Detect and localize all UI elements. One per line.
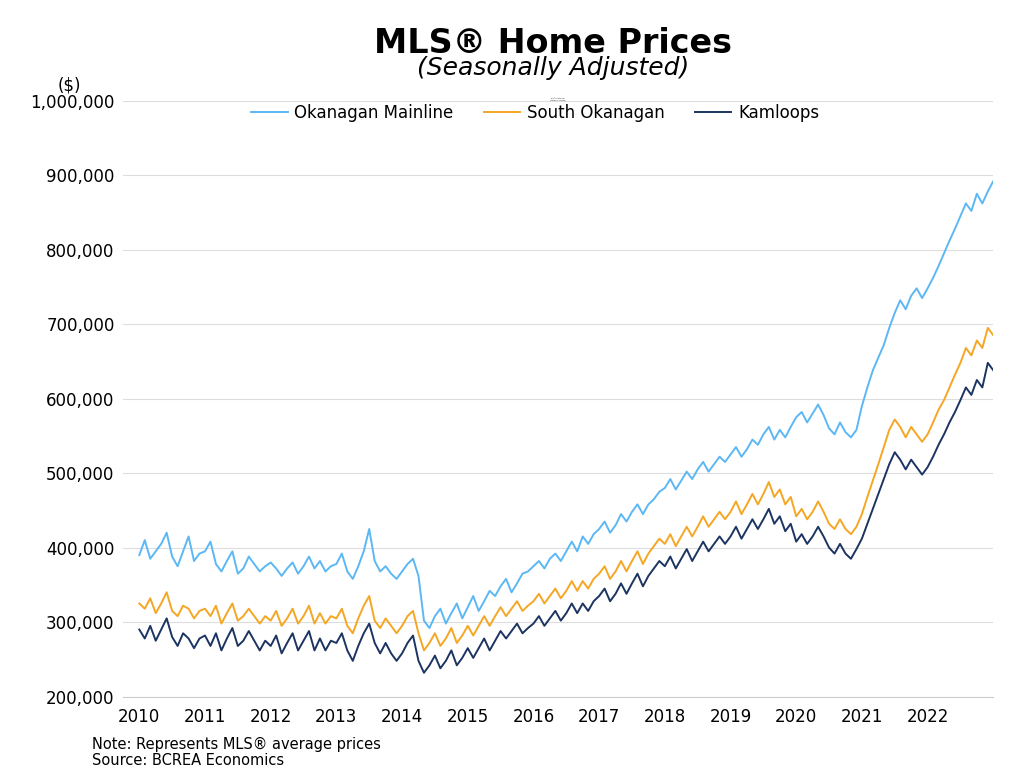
Text: (Seasonally Adjusted): (Seasonally Adjusted) [417,56,689,80]
Okanagan Mainline [987,176,999,186]
Okanagan Mainline [385,569,397,578]
Line: Kamloops: Kamloops [139,363,1024,673]
South Okanagan [133,599,145,608]
Okanagan Mainline [992,191,1005,200]
Text: ($): ($) [57,77,81,94]
Kamloops [714,532,726,541]
Okanagan Mainline [155,539,167,549]
Okanagan Mainline [423,623,435,632]
Kamloops [982,358,994,368]
South Okanagan [418,646,430,655]
South Okanagan [155,599,167,608]
Legend: Okanagan Mainline, South Okanagan, Kamloops: Okanagan Mainline, South Okanagan, Kamlo… [245,97,825,128]
Okanagan Mainline [133,550,145,560]
Text: MLS® Home Prices: MLS® Home Prices [374,27,732,60]
Text: Note: Represents MLS® average prices: Note: Represents MLS® average prices [92,738,381,752]
Okanagan Mainline [714,452,726,461]
South Okanagan [385,622,397,631]
Kamloops [133,625,145,634]
South Okanagan [714,507,726,516]
Kamloops [155,625,167,634]
South Okanagan [992,338,1005,348]
Kamloops [740,524,753,533]
South Okanagan [740,500,753,509]
South Okanagan [982,324,994,333]
Line: South Okanagan: South Okanagan [139,328,1024,650]
Text: Source: BCREA Economics: Source: BCREA Economics [92,753,285,768]
Title: MLS® Home Prices
(Seasonally Adjusted): MLS® Home Prices (Seasonally Adjusted) [551,98,565,101]
Okanagan Mainline [740,444,753,454]
Kamloops [385,649,397,658]
Line: Okanagan Mainline: Okanagan Mainline [139,181,1024,628]
Kamloops [418,668,430,677]
Kamloops [992,373,1005,382]
